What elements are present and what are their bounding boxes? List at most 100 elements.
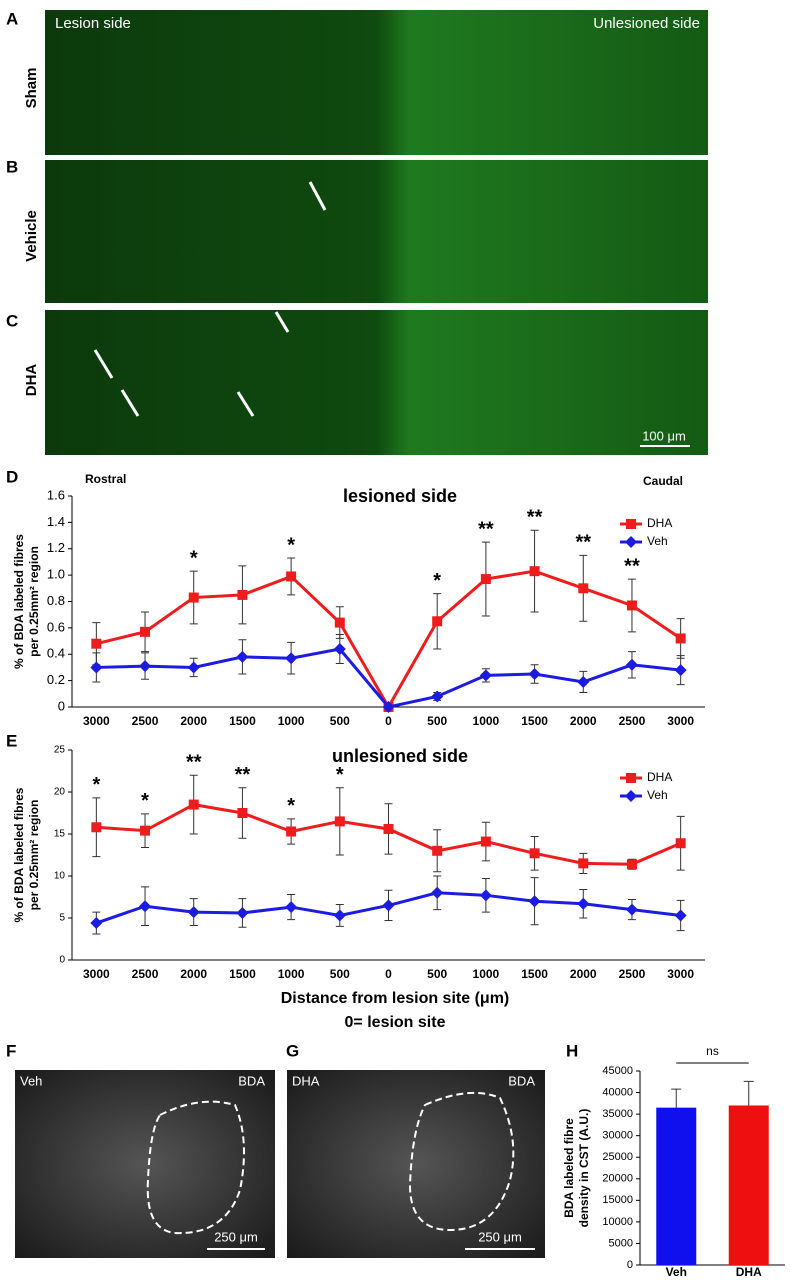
marker xyxy=(286,826,297,837)
image-label: BDA xyxy=(508,1073,535,1088)
x-tick-label: 2500 xyxy=(619,714,646,728)
marker xyxy=(480,836,491,847)
y-tick-label: 0 xyxy=(627,1259,633,1271)
x-tick-label: 1000 xyxy=(473,967,500,981)
x-tick-label: 1000 xyxy=(278,967,305,981)
marker xyxy=(333,909,346,922)
image-label: DHA xyxy=(292,1073,320,1088)
marker xyxy=(286,571,297,582)
marker xyxy=(431,690,444,703)
marker xyxy=(237,589,248,600)
marker xyxy=(236,906,249,919)
x-tick-label: 1500 xyxy=(229,714,256,728)
marker xyxy=(90,917,103,930)
marker xyxy=(285,652,298,665)
image-label: Unlesioned side xyxy=(593,15,700,32)
bar xyxy=(656,1107,697,1265)
micrograph-f xyxy=(15,1070,275,1258)
marker xyxy=(528,895,541,908)
marker xyxy=(187,906,200,919)
marker xyxy=(577,897,590,910)
y-tick-label: 1.0 xyxy=(47,567,65,582)
significance: * xyxy=(287,795,295,817)
image-label: Veh xyxy=(20,1073,42,1088)
marker xyxy=(578,583,589,594)
marker xyxy=(529,848,540,859)
y-tick-label: 25 xyxy=(54,745,66,756)
arrows xyxy=(93,181,327,417)
x-tick-label: 3000 xyxy=(83,714,110,728)
marker xyxy=(578,858,589,869)
y-tick-label: 20000 xyxy=(602,1173,633,1185)
x-tick-label: 500 xyxy=(330,967,350,981)
x-tick-label: 1000 xyxy=(473,714,500,728)
scale-label: 100 μm xyxy=(642,428,686,443)
marker xyxy=(188,799,199,810)
marker xyxy=(431,886,444,899)
region-outline xyxy=(146,1100,245,1235)
error-bar xyxy=(743,1080,754,1106)
legend-label: DHA xyxy=(647,516,672,530)
marker xyxy=(237,808,248,818)
legend-label: DHA xyxy=(647,770,672,784)
y-axis-label: % of BDA labeled fibres xyxy=(12,787,26,922)
y-tick-label: 45000 xyxy=(602,1065,633,1077)
y-axis-label: BDA labeled fibre xyxy=(562,1118,576,1218)
y-axis-label: per 0.25mm² region xyxy=(27,800,41,911)
micrograph-b xyxy=(45,160,708,303)
marker xyxy=(140,626,151,637)
significance: ** xyxy=(624,555,640,577)
marker xyxy=(382,899,395,912)
row-label: Vehicle xyxy=(23,210,40,262)
x-tick-label: 2000 xyxy=(570,714,597,728)
marker xyxy=(675,633,686,644)
panel-letter: F xyxy=(6,1041,16,1060)
marker xyxy=(479,889,492,902)
scale-label: 250 μm xyxy=(214,1229,258,1244)
marker xyxy=(90,661,103,674)
error-bar xyxy=(671,1088,682,1108)
legend-marker xyxy=(625,536,637,548)
y-tick-label: 0.2 xyxy=(47,672,65,687)
scale-label: 250 μm xyxy=(478,1229,522,1244)
panel-letter: C xyxy=(6,311,18,330)
x-tick-label: 1500 xyxy=(521,714,548,728)
x-axis-label: Distance from lesion site (μm) xyxy=(281,990,510,1007)
marker xyxy=(675,838,686,849)
chart-title: unlesioned side xyxy=(332,746,468,766)
legend-marker xyxy=(626,773,636,783)
y-tick-label: 1.6 xyxy=(47,487,65,502)
marker xyxy=(382,701,395,713)
x-tick-label: 1500 xyxy=(521,967,548,981)
y-tick-label: 35000 xyxy=(602,1108,633,1120)
marker xyxy=(334,816,345,827)
side-label: Rostral xyxy=(85,472,126,486)
micrograph-a xyxy=(45,10,708,155)
marker xyxy=(529,566,540,577)
significance: * xyxy=(141,790,149,812)
x-tick-label: 2000 xyxy=(180,967,207,981)
y-tick-label: 25000 xyxy=(602,1151,633,1163)
marker xyxy=(139,900,152,913)
marker xyxy=(334,617,345,628)
marker xyxy=(577,675,590,688)
legend-label: Veh xyxy=(647,788,668,802)
significance: ** xyxy=(527,507,543,529)
y-tick-label: 0.4 xyxy=(47,646,65,661)
panel-letter: A xyxy=(6,9,18,28)
x-tick-label: 500 xyxy=(427,967,447,981)
panel-letter: E xyxy=(6,731,17,750)
legend-marker xyxy=(625,790,637,802)
series-line xyxy=(96,647,681,709)
significance: * xyxy=(287,534,295,556)
significance: * xyxy=(92,774,100,796)
y-tick-label: 10 xyxy=(54,871,66,882)
marker xyxy=(625,658,638,671)
micrograph-c xyxy=(45,310,708,455)
marker xyxy=(528,668,541,681)
significance: ** xyxy=(478,518,494,540)
panel-letter: H xyxy=(566,1041,578,1060)
marker xyxy=(91,638,102,649)
y-tick-label: 40000 xyxy=(602,1086,633,1098)
marker xyxy=(140,825,151,836)
